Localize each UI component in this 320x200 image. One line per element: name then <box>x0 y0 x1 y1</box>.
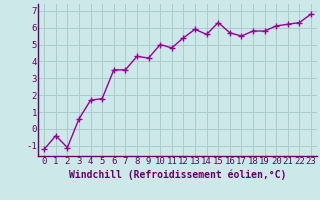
X-axis label: Windchill (Refroidissement éolien,°C): Windchill (Refroidissement éolien,°C) <box>69 169 286 180</box>
